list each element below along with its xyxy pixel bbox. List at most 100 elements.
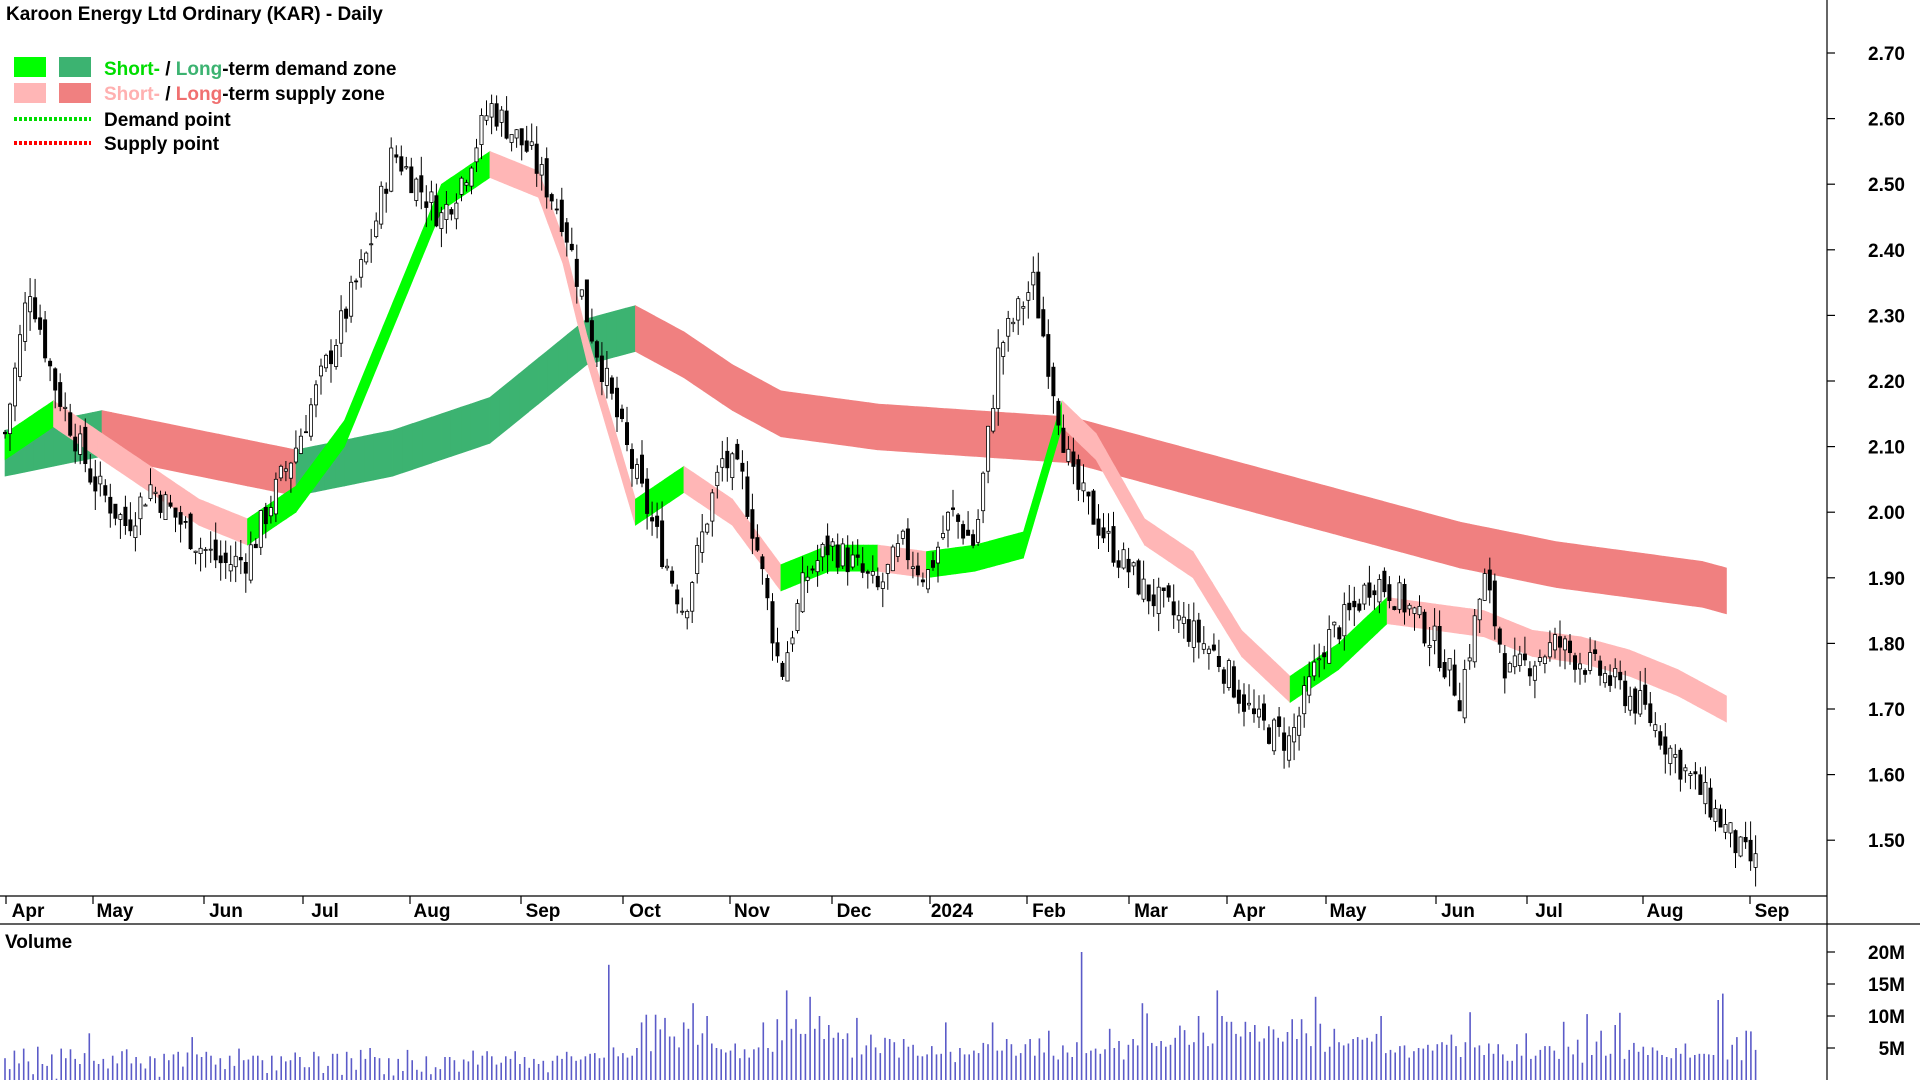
candle-body bbox=[825, 535, 830, 556]
candle-body bbox=[163, 494, 168, 521]
short-term-zone-segment bbox=[43, 403, 49, 435]
candle-body bbox=[1542, 656, 1547, 665]
candle-body bbox=[1191, 620, 1196, 648]
short-term-zone-segment bbox=[678, 465, 685, 497]
candle-body bbox=[374, 220, 379, 238]
candle-body bbox=[1432, 625, 1437, 641]
candle-body bbox=[795, 603, 800, 632]
candle-body bbox=[971, 534, 976, 546]
candle bbox=[625, 406, 630, 452]
candle-body bbox=[143, 504, 148, 507]
candle-body bbox=[1663, 736, 1668, 755]
long-term-zone-segment bbox=[1595, 546, 1606, 595]
candle bbox=[695, 537, 700, 584]
long-term-zone-segment bbox=[1304, 479, 1315, 529]
short-term-zone-segment bbox=[955, 546, 961, 575]
candle bbox=[655, 502, 660, 539]
candle-body bbox=[1066, 448, 1071, 462]
candle-body bbox=[609, 377, 614, 394]
candle-body bbox=[1001, 342, 1006, 357]
short-term-zone-segment bbox=[494, 152, 500, 183]
short-term-zone-segment bbox=[974, 543, 981, 572]
candle-body bbox=[459, 177, 464, 195]
price-tick-label: 2.60 bbox=[1868, 110, 1905, 131]
long-term-zone-segment bbox=[1372, 498, 1383, 548]
candle bbox=[1231, 660, 1236, 699]
candle bbox=[1658, 725, 1663, 750]
candle-body bbox=[720, 458, 725, 468]
candle bbox=[303, 415, 308, 434]
legend-supply-rest: -term supply zone bbox=[222, 84, 385, 105]
candle-body bbox=[328, 350, 333, 365]
short-term-zone-segment bbox=[1449, 605, 1456, 634]
candle-body bbox=[1437, 626, 1442, 669]
short-term-zone-segment bbox=[1672, 667, 1679, 697]
long-term-zone-segment bbox=[547, 341, 559, 397]
candle-body bbox=[755, 537, 760, 551]
short-term-zone-segment bbox=[673, 469, 680, 500]
short-term-zone-segment bbox=[111, 439, 117, 471]
candle bbox=[1382, 567, 1387, 598]
candle bbox=[1282, 717, 1287, 769]
candle bbox=[1507, 661, 1512, 673]
long-term-zone-segment bbox=[1478, 525, 1490, 575]
candle-body bbox=[344, 308, 349, 319]
candle bbox=[710, 489, 715, 537]
price-tick-label: 2.40 bbox=[1868, 241, 1905, 262]
candle bbox=[966, 511, 971, 536]
candle-body bbox=[1206, 648, 1211, 654]
time-axis: Apr May Jun Jul Aug Sep Oct Nov Dec 2024 Feb Mar Apr… bbox=[5, 896, 1789, 922]
candle-body bbox=[775, 642, 780, 657]
candle-body bbox=[650, 517, 655, 522]
candle-body bbox=[394, 154, 399, 158]
candle bbox=[1216, 639, 1221, 673]
long-term-zone-segment bbox=[140, 418, 151, 467]
short-term-zone-segment bbox=[1697, 679, 1703, 710]
candle-body bbox=[88, 468, 93, 483]
candle-body bbox=[133, 525, 138, 539]
candle bbox=[941, 515, 946, 540]
short-term-zone-segment bbox=[964, 545, 971, 573]
short-term-zone-segment bbox=[528, 166, 534, 196]
candle bbox=[1347, 585, 1352, 621]
candle-body bbox=[1553, 634, 1558, 651]
short-term-zone-segment bbox=[979, 542, 985, 571]
candle bbox=[88, 454, 93, 485]
candle bbox=[1573, 652, 1578, 683]
candle-body bbox=[574, 258, 579, 287]
candle-body bbox=[559, 199, 564, 233]
short-term-zone-segment bbox=[950, 547, 956, 575]
candle-body bbox=[1277, 716, 1282, 727]
candle bbox=[544, 147, 549, 209]
candle bbox=[770, 593, 775, 661]
candle-body bbox=[479, 115, 484, 146]
candle-body bbox=[1452, 664, 1457, 696]
candle bbox=[444, 191, 449, 234]
candle bbox=[1472, 609, 1477, 668]
long-term-zone-segment bbox=[470, 400, 481, 451]
short-term-zone-segment bbox=[1687, 674, 1693, 705]
candle-body bbox=[845, 547, 850, 573]
candle bbox=[1603, 666, 1608, 688]
candle-body bbox=[710, 492, 715, 522]
short-term-zone-segment bbox=[1629, 649, 1635, 679]
candle bbox=[720, 440, 725, 482]
short-term-zone-segment bbox=[198, 498, 205, 528]
short-term-zone-segment bbox=[484, 150, 491, 182]
short-term-zone-segment bbox=[1653, 659, 1659, 689]
candle-body bbox=[655, 515, 660, 527]
candle-body bbox=[740, 462, 745, 472]
candle-body bbox=[494, 103, 499, 127]
candle bbox=[1021, 301, 1026, 326]
candle bbox=[103, 479, 108, 503]
candle-body bbox=[1623, 680, 1628, 707]
short-term-zone-segment bbox=[1711, 687, 1718, 718]
short-term-zone-segment bbox=[867, 544, 874, 572]
long-term-zone-segment bbox=[247, 439, 258, 489]
price-tick-label: 1.60 bbox=[1868, 766, 1905, 787]
candle bbox=[328, 339, 333, 383]
short-term-zone-segment bbox=[130, 452, 137, 484]
candle-body bbox=[800, 572, 805, 613]
price-candles bbox=[3, 94, 1758, 887]
short-term-zone-segment bbox=[669, 472, 675, 503]
